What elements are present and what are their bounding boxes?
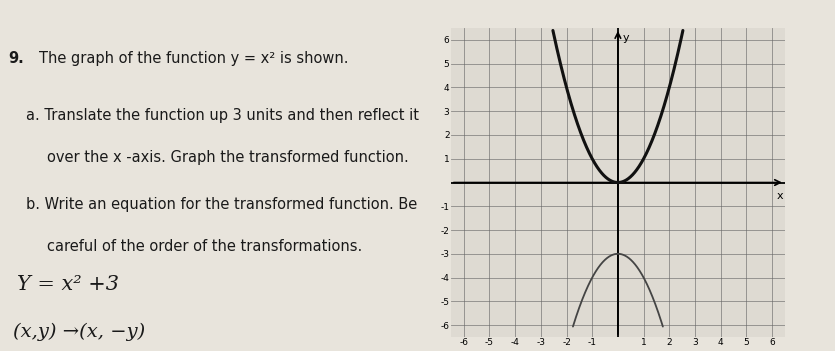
Text: (x,y) →(x, −y): (x,y) →(x, −y) — [13, 323, 145, 341]
Text: over the x -axis. Graph the transformed function.: over the x -axis. Graph the transformed … — [48, 150, 409, 165]
Text: careful of the order of the transformations.: careful of the order of the transformati… — [48, 239, 362, 254]
Text: b. Write an equation for the transformed function. Be: b. Write an equation for the transformed… — [26, 197, 417, 212]
Text: Y = x² +3: Y = x² +3 — [17, 275, 119, 294]
Text: The graph of the function y = x² is shown.: The graph of the function y = x² is show… — [38, 51, 348, 66]
Text: 9.: 9. — [8, 51, 24, 66]
Text: x: x — [777, 191, 783, 201]
Text: a. Translate the function up 3 units and then reflect it: a. Translate the function up 3 units and… — [26, 108, 418, 123]
Text: y: y — [623, 33, 629, 43]
